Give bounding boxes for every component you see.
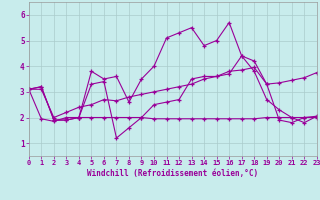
X-axis label: Windchill (Refroidissement éolien,°C): Windchill (Refroidissement éolien,°C) <box>87 169 258 178</box>
